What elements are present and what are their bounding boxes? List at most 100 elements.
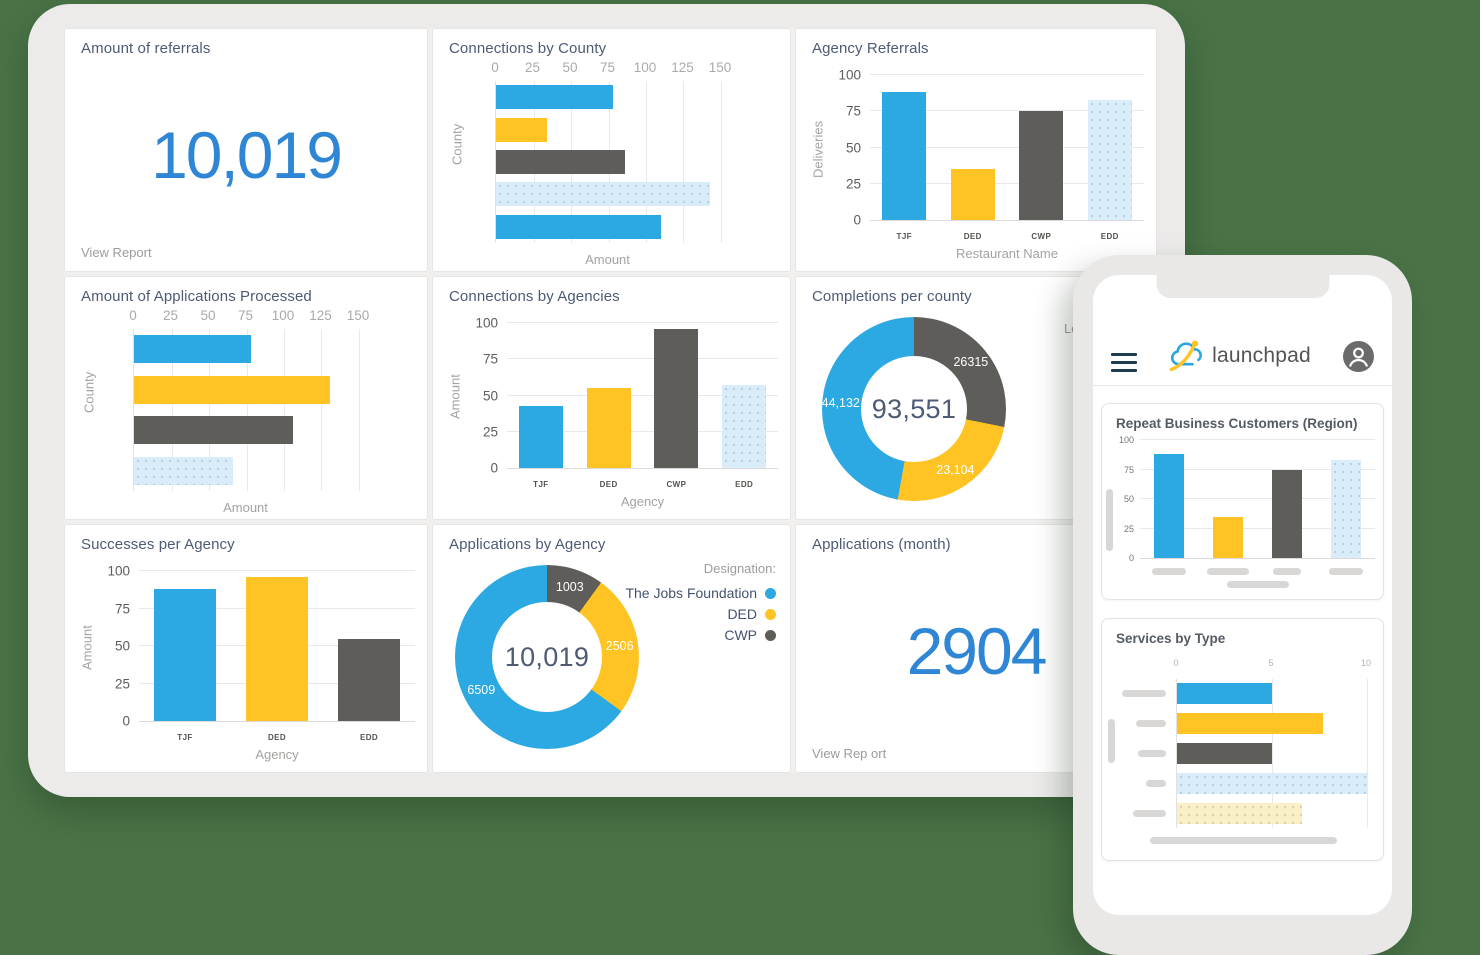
- y-axis-title: County: [81, 371, 97, 413]
- y-axis-tick: 75: [845, 103, 861, 119]
- bar[interactable]: [134, 375, 331, 404]
- menu-hamburger-icon[interactable]: [1111, 353, 1137, 372]
- bar[interactable]: [134, 416, 293, 445]
- label-slot: [1316, 559, 1375, 575]
- launchpad-logo-text: launchpad: [1212, 343, 1311, 367]
- x-axis-title: Agency: [255, 747, 299, 762]
- bar-slot: [323, 571, 415, 721]
- bar[interactable]: [950, 169, 995, 220]
- card-title: Connections by County: [449, 40, 607, 57]
- category-label-placeholder: [1138, 749, 1166, 757]
- gridline: [1140, 498, 1375, 499]
- y-axis-tick: 50: [114, 638, 130, 654]
- bar-slot: [1177, 679, 1367, 709]
- y-axis-tick: 50: [482, 388, 498, 403]
- bar[interactable]: [246, 577, 308, 721]
- applications-processed-chart: County 0 25 50 75 100 125 150 Amount: [81, 307, 415, 515]
- legend-item[interactable]: CWP: [625, 627, 776, 643]
- view-report-link[interactable]: View Rep ort: [812, 746, 887, 761]
- bar[interactable]: [518, 405, 563, 468]
- launchpad-logo-icon: [1169, 340, 1203, 372]
- card-services-by-type: Services by Type 0 5 10: [1101, 618, 1384, 861]
- gridline: [1140, 468, 1375, 470]
- x-axis-tick: 125: [671, 60, 694, 75]
- label-slot: CWP: [643, 469, 711, 489]
- category-label: EDD: [735, 480, 754, 489]
- y-axis-title: County: [449, 123, 465, 165]
- category-label: TJF: [177, 733, 193, 742]
- bar[interactable]: [1213, 516, 1244, 558]
- bar-slot: [134, 410, 359, 451]
- legend-item[interactable]: The Jobs Foundation: [625, 585, 776, 601]
- x-axis-title: Amount: [223, 500, 268, 515]
- y-axis-tick: 75: [114, 601, 130, 616]
- bar-slot: [496, 113, 721, 145]
- legend-swatch: [765, 608, 776, 620]
- legend-swatch: [765, 629, 776, 641]
- bar[interactable]: [1177, 772, 1367, 794]
- bar[interactable]: [496, 214, 661, 239]
- bar[interactable]: [1177, 802, 1303, 824]
- launchpad-logo[interactable]: launchpad: [1169, 339, 1311, 372]
- bar[interactable]: [496, 182, 711, 207]
- metric-value: 2904: [906, 614, 1048, 688]
- x-axis-tick: 100: [271, 308, 295, 323]
- bar[interactable]: [1019, 111, 1064, 220]
- card-connections-by-county: Connections by County County 0 25 50 75 100 12…: [432, 28, 791, 272]
- legend-item[interactable]: DED: [625, 606, 776, 622]
- donut-ring[interactable]: 26315 23,104 44,132 93,551: [822, 317, 1006, 501]
- donut-ring[interactable]: 1003 2506 6509 10,019: [455, 565, 639, 749]
- label-slot: [1138, 749, 1166, 757]
- x-axis-tick: 25: [524, 60, 541, 75]
- card-title: Amount of Applications Processed: [81, 288, 312, 305]
- bar[interactable]: [134, 456, 233, 485]
- bar[interactable]: [134, 335, 251, 364]
- bar[interactable]: [1177, 683, 1272, 705]
- bar[interactable]: [1177, 713, 1324, 735]
- bar[interactable]: [496, 117, 547, 142]
- bar[interactable]: [496, 150, 625, 175]
- bar[interactable]: [1271, 469, 1302, 558]
- view-report-link[interactable]: View Report: [81, 245, 152, 260]
- bar[interactable]: [338, 638, 400, 721]
- bar-slot: [496, 146, 721, 178]
- user-avatar-icon[interactable]: [1342, 341, 1374, 372]
- bar-slot: [134, 329, 359, 370]
- bar-slot: [496, 211, 721, 243]
- bar-slot: [231, 571, 323, 721]
- card-title: Agency Referrals: [812, 40, 929, 57]
- bar[interactable]: [722, 385, 767, 468]
- card-title: Applications by Agency: [449, 536, 606, 553]
- category-label: TJF: [896, 232, 912, 241]
- bar[interactable]: [1087, 99, 1132, 220]
- bar[interactable]: [1154, 454, 1185, 558]
- bar[interactable]: [1177, 742, 1272, 764]
- x-axis-tick: 50: [200, 308, 216, 323]
- gridline: [870, 110, 1144, 112]
- x-axis-tick: 50: [562, 60, 578, 75]
- gridline: [359, 329, 360, 491]
- bar[interactable]: [1330, 460, 1361, 558]
- donut-total: 10,019: [504, 641, 590, 672]
- label-slot: [1140, 559, 1199, 575]
- category-label-placeholder: [1152, 568, 1187, 575]
- label-slot: TJF: [507, 469, 575, 489]
- segment-label: 2506: [605, 638, 634, 653]
- x-axis-title-placeholder: [1140, 575, 1375, 593]
- segment-label: 44,132: [821, 395, 860, 410]
- card-title: Repeat Business Customers (Region): [1116, 416, 1358, 431]
- phone-screen: launchpad Repeat Business Customers (Reg…: [1093, 275, 1392, 915]
- bar[interactable]: [882, 92, 927, 220]
- bar[interactable]: [654, 328, 699, 468]
- bar-slot: [1007, 75, 1076, 220]
- gridline: [870, 74, 1144, 75]
- bar[interactable]: [496, 85, 613, 110]
- bar[interactable]: [154, 589, 216, 721]
- bar[interactable]: [586, 388, 631, 468]
- segment-label: 1003: [555, 580, 584, 595]
- y-axis-title: Amount: [79, 625, 95, 670]
- category-label-placeholder: [1136, 720, 1166, 728]
- bar-slot: [1316, 440, 1375, 558]
- card-title: Connections by Agencies: [449, 288, 620, 305]
- gridline: [171, 329, 173, 491]
